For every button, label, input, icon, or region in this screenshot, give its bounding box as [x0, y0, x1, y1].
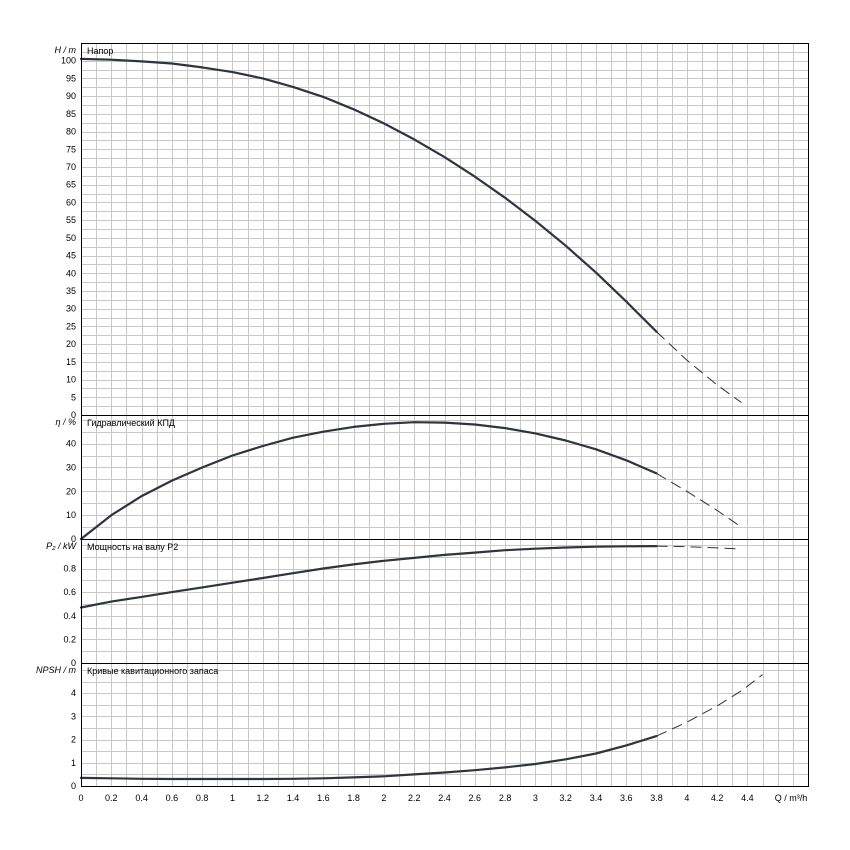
panel-title: Кривые кавитационного запаса: [87, 666, 218, 676]
x-tick-label: 1.4: [287, 793, 300, 803]
y-axis-label: η / %: [55, 417, 76, 427]
curve-dashed-extension: [656, 545, 742, 550]
y-tick-label: 30: [66, 462, 76, 472]
y-tick-label: 2: [71, 735, 76, 745]
y-tick-label: 0.2: [63, 634, 76, 644]
y-tick-label: 20: [66, 486, 76, 496]
plot-frame: [81, 43, 809, 787]
curve-layer: [79, 57, 763, 781]
x-tick-label: 4: [684, 793, 689, 803]
y-tick-label: 80: [66, 127, 76, 137]
x-tick-label: 4.2: [711, 793, 724, 803]
y-tick-label: 65: [66, 180, 76, 190]
y-tick-label: 90: [66, 91, 76, 101]
y-tick-label: 75: [66, 144, 76, 154]
x-tick-label: 2.4: [438, 793, 451, 803]
x-axis-label: Q / m³/h: [775, 793, 808, 803]
x-tick-label: 1: [230, 793, 235, 803]
x-tick-label: 3.6: [620, 793, 633, 803]
y-tick-label: 60: [66, 197, 76, 207]
x-tick-label: 0.4: [135, 793, 148, 803]
y-tick-label: 15: [66, 357, 76, 367]
x-tick-label: 2.6: [469, 793, 482, 803]
x-tick-label: 0.8: [196, 793, 209, 803]
x-tick-label: 1.8: [347, 793, 360, 803]
y-tick-label: 1: [71, 758, 76, 768]
y-axis-label: H / m: [55, 45, 77, 55]
x-tick-label: 1.2: [256, 793, 269, 803]
y-tick-label: 20: [66, 339, 76, 349]
x-tick-label: 3.2: [559, 793, 572, 803]
y-tick-label: 0: [71, 534, 76, 544]
curve-dashed-extension: [656, 674, 763, 737]
x-tick-label: 2.2: [408, 793, 421, 803]
x-tick-label: 0: [78, 793, 83, 803]
y-tick-label: 0.8: [63, 564, 76, 574]
x-tick-label: 0.6: [166, 793, 179, 803]
y-tick-label: 40: [66, 439, 76, 449]
y-tick-label: 45: [66, 251, 76, 261]
curve-dashed-extension: [656, 331, 742, 404]
frame-layer: [81, 43, 809, 787]
y-tick-label: 100: [61, 56, 76, 66]
y-tick-label: 10: [66, 510, 76, 520]
panel-title: Мощность на валу P2: [87, 542, 178, 552]
x-tick-label: 3.4: [590, 793, 603, 803]
y-tick-label: 40: [66, 268, 76, 278]
y-tick-label: 0: [71, 658, 76, 668]
curve-dashed-extension: [656, 472, 742, 528]
x-tick-label: 4.4: [741, 793, 754, 803]
y-tick-label: 0.6: [63, 587, 76, 597]
y-tick-label: 5: [71, 392, 76, 402]
y-axis-label: P₂ / kW: [46, 541, 77, 551]
curve-solid-series: [79, 544, 658, 609]
x-tick-label: 1.6: [317, 793, 330, 803]
y-tick-label: 0: [71, 410, 76, 420]
x-tick-label: 2.8: [499, 793, 512, 803]
x-tick-label: 0.2: [105, 793, 118, 803]
y-tick-label: 3: [71, 711, 76, 721]
y-tick-label: 25: [66, 321, 76, 331]
curve-solid-series: [79, 421, 658, 541]
grid-layer: [81, 43, 808, 786]
x-tick-label: 3.8: [650, 793, 663, 803]
y-tick-label: 50: [66, 233, 76, 243]
y-tick-label: 55: [66, 215, 76, 225]
x-tick-label: 3: [533, 793, 538, 803]
y-tick-label: 70: [66, 162, 76, 172]
y-tick-label: 10: [66, 375, 76, 385]
label-layer: 0 0.2 0.4 0.6 0.8 1 1.2 1.4 1.6 1.8 2 2.2 2.4 2.6 2.8 3…: [36, 45, 807, 803]
y-tick-label: 30: [66, 304, 76, 314]
y-tick-label: 85: [66, 109, 76, 119]
y-axis-label: NPSH / m: [36, 665, 77, 675]
y-tick-label: 95: [66, 73, 76, 83]
y-tick-label: 35: [66, 286, 76, 296]
curve-solid-series: [79, 734, 658, 781]
y-tick-label: 0: [71, 781, 76, 791]
y-tick-label: 4: [71, 688, 76, 698]
curve-solid-series: [79, 57, 658, 333]
panel-title: Напор: [87, 46, 113, 56]
x-tick-label: 2: [381, 793, 386, 803]
panel-title: Гидравлический КПД: [87, 418, 175, 428]
y-tick-label: 0.4: [63, 611, 76, 621]
